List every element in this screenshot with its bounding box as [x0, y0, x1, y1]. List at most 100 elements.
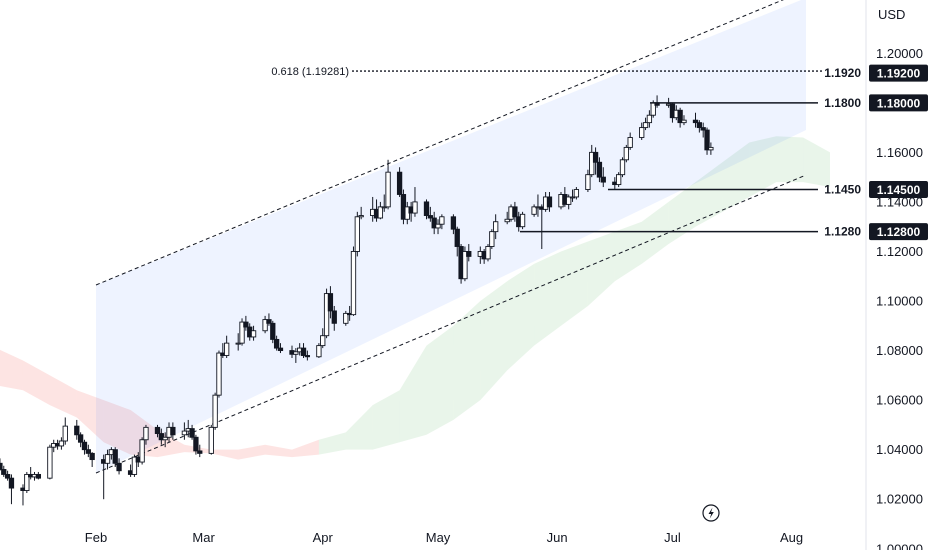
candle-bullish — [316, 345, 322, 358]
candle-bearish — [197, 450, 203, 454]
currency-label: USD — [878, 7, 905, 22]
candle-bullish — [320, 335, 326, 347]
level-label: 1.1450 — [824, 183, 861, 197]
candle-bearish — [331, 310, 337, 324]
candle-bullish — [504, 218, 510, 223]
candle-bearish — [170, 426, 176, 436]
candle-bullish — [646, 114, 653, 124]
price-levels[interactable]: 0.618 (1.19281) 1.1920 1.1800 1.1450 1.1280 — [271, 66, 861, 239]
candle-bullish — [181, 430, 188, 436]
candle-bearish — [77, 434, 84, 443]
candle-bullish — [216, 352, 222, 396]
candle-bullish — [385, 171, 391, 208]
candle-bullish — [104, 454, 111, 464]
cloud-segment — [668, 182, 696, 245]
candle-bearish — [592, 151, 599, 163]
time-tick-label: Aug — [780, 530, 803, 545]
candle-bearish — [427, 215, 433, 219]
time-tick-label: Jul — [664, 530, 681, 545]
candle-bearish — [327, 293, 334, 312]
cloud-segment — [157, 429, 185, 458]
level-badge — [869, 181, 928, 199]
cloud-segment — [749, 136, 777, 197]
candle-bearish — [300, 347, 307, 356]
candle-bullish — [485, 246, 491, 260]
cloud-segment — [453, 301, 481, 420]
price-level-badges: 1.19200 1.18000 1.14500 1.12800 — [869, 64, 928, 241]
candle-bullish — [162, 436, 168, 441]
candle-bullish — [62, 425, 68, 442]
candle-bearish — [596, 161, 603, 178]
cloud-segment — [399, 345, 427, 443]
time-tick-label: Jun — [547, 530, 568, 545]
candle-bearish — [85, 449, 91, 454]
time-axis[interactable]: Feb Mar Apr May Jun Jul Aug — [85, 530, 803, 545]
cloud-segment — [480, 281, 508, 401]
candle-bearish — [696, 122, 703, 129]
candle-bullish — [589, 151, 595, 176]
cloud-segment — [76, 390, 104, 443]
cloud-segment — [372, 390, 400, 450]
time-tick-label: May — [426, 530, 451, 545]
candle-bullish — [435, 223, 441, 229]
candle-bearish — [304, 355, 311, 358]
candle-bearish — [89, 452, 95, 461]
time-tick-label: Feb — [85, 530, 107, 545]
time-tick-label: Mar — [192, 530, 215, 545]
price-tick-label: 1.12000 — [876, 244, 923, 259]
candle-bullish — [139, 439, 145, 463]
price-axis[interactable]: USD 1.000001.020001.040001.060001.080001… — [865, 0, 928, 550]
candle-bullish — [212, 394, 218, 428]
candle-bullish — [566, 196, 572, 205]
level-badge-text: 1.19200 — [877, 67, 921, 81]
candle-bullish — [350, 251, 357, 316]
candle-bearish — [8, 477, 15, 489]
candle-bullish — [381, 206, 387, 209]
channel-upper-line[interactable] — [95, 0, 785, 286]
level-badge — [869, 94, 928, 112]
price-tick-label: 1.04000 — [876, 442, 923, 457]
price-tick-label: 1.06000 — [876, 393, 923, 408]
channel-fill — [96, 0, 806, 473]
cloud-segment — [265, 444, 292, 458]
price-tick-label: 1.02000 — [876, 492, 923, 507]
candle-bullish — [627, 137, 633, 148]
candle-bearish — [35, 473, 42, 479]
candle-bullish — [639, 127, 645, 138]
candle-bearish — [1, 469, 7, 475]
candle-bearish — [700, 127, 706, 131]
level-label: 1.1280 — [824, 225, 861, 239]
candle-bullish — [462, 251, 468, 280]
candle-bullish — [224, 342, 230, 356]
candle-bullish — [239, 321, 245, 344]
level-label: 1.1920 — [824, 66, 861, 80]
candle-bullish — [489, 231, 495, 247]
level-badge-text: 1.18000 — [877, 96, 921, 110]
candle-bearish — [450, 216, 457, 230]
candle-bearish — [677, 109, 683, 124]
candle-bullish — [262, 319, 268, 332]
candle-bullish — [47, 446, 53, 479]
cloud-segment — [534, 251, 562, 346]
cloud-segment — [695, 162, 723, 227]
candle-bearish — [4, 473, 11, 479]
candle-bullish — [208, 426, 214, 454]
cloud-segment — [776, 136, 804, 183]
candle-bullish — [642, 122, 649, 129]
candle-bullish — [250, 330, 257, 338]
cloud-segment — [561, 241, 588, 326]
cloud-segment — [345, 405, 373, 450]
cloud-segment — [587, 231, 615, 306]
candle-bullish — [358, 215, 364, 218]
cloud-segment — [211, 449, 239, 460]
candle-bearish — [396, 171, 403, 195]
candle-bullish — [519, 213, 526, 228]
cloud-segment — [238, 444, 266, 460]
candle-bearish — [0, 462, 3, 470]
lightning-icon[interactable] — [702, 504, 720, 522]
cloud-segment — [318, 432, 346, 455]
candle-bearish — [692, 119, 699, 124]
candle-bearish — [273, 338, 280, 349]
candle-bearish — [704, 129, 710, 151]
